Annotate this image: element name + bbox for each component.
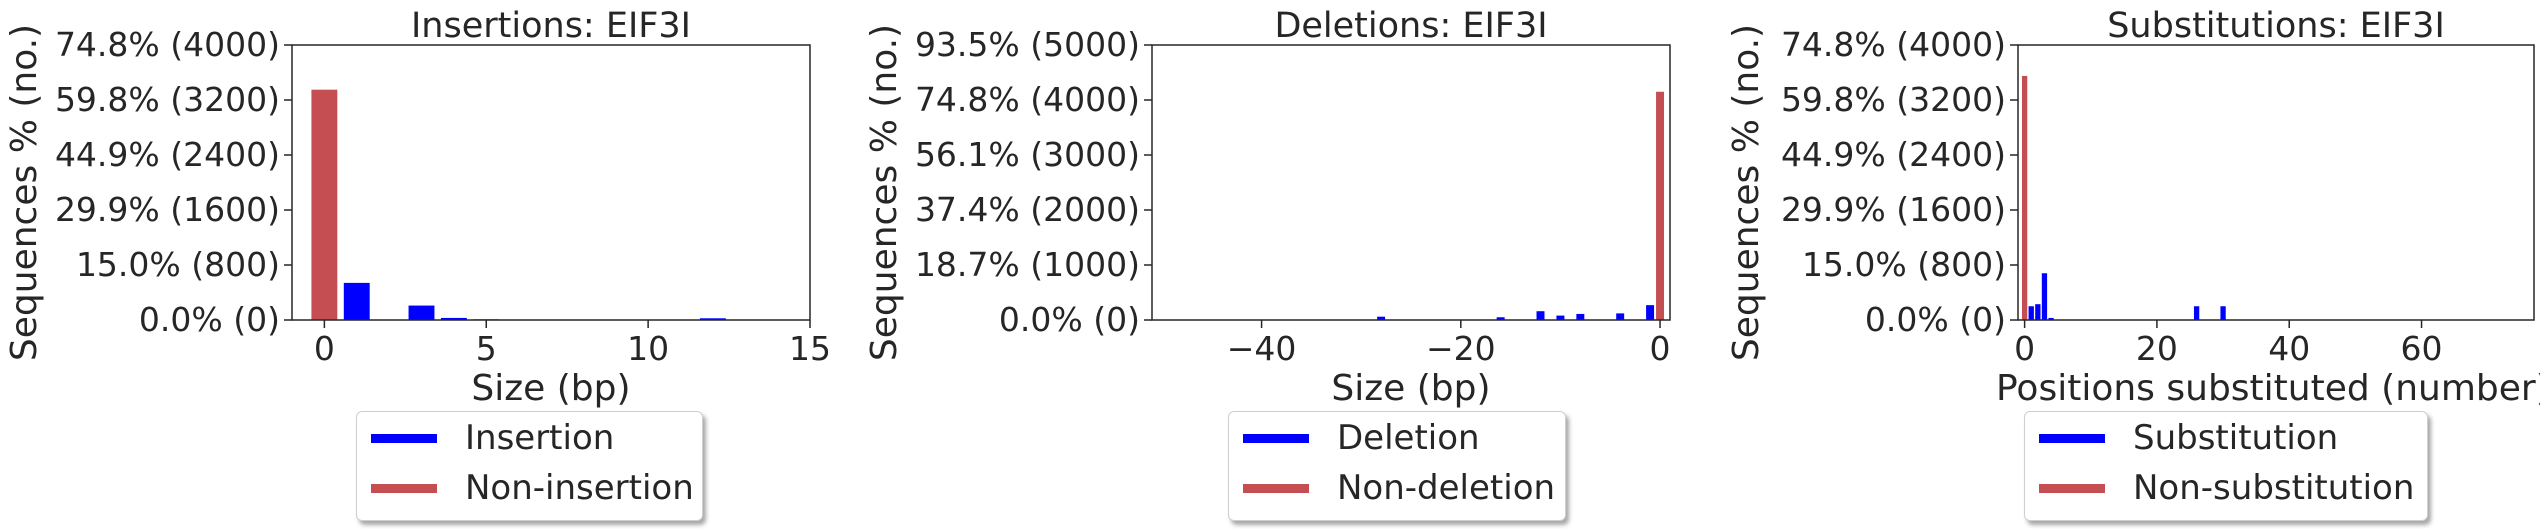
bar-non-deletion xyxy=(1656,91,1665,320)
bar-deletion xyxy=(1536,311,1545,320)
legend-swatch-deletion xyxy=(1243,433,1309,443)
legend-item-non-substitution: Non-substitution xyxy=(2039,468,2414,508)
legend-item-deletion: Deletion xyxy=(1243,418,1480,458)
y-tick-label: 0.0% (0) xyxy=(1865,300,2006,339)
bar-deletion xyxy=(1556,315,1565,320)
bar-substitution xyxy=(2193,306,2200,320)
legend-insertions: Insertion Non-insertion xyxy=(356,411,703,521)
x-tick-label: 20 xyxy=(2136,329,2178,368)
y-tick-label: 0.0% (0) xyxy=(139,300,280,339)
x-tick-label: 15 xyxy=(789,329,831,368)
y-axis-label: Sequences % (no.) xyxy=(864,24,905,361)
x-tick-label: 0 xyxy=(2014,329,2035,368)
bar-substitution xyxy=(2035,304,2041,320)
x-tick-label: 10 xyxy=(627,329,669,368)
x-axis-label: Positions substituted (number) xyxy=(1996,368,2540,409)
y-tick-label: 44.9% (2400) xyxy=(1781,135,2006,174)
y-tick-label: 37.4% (2000) xyxy=(915,190,1140,229)
bar-substitution xyxy=(2220,306,2226,320)
legend-label: Non-deletion xyxy=(1337,468,1556,508)
legend-label: Deletion xyxy=(1337,418,1480,458)
y-tick-label: 29.9% (1600) xyxy=(1781,190,2006,229)
bar-insertion xyxy=(343,282,370,320)
bar-insertion xyxy=(440,317,467,320)
bar-non-substitution xyxy=(2021,75,2028,320)
y-tick-label: 74.8% (4000) xyxy=(915,80,1140,119)
legend-swatch-non-substitution xyxy=(2039,483,2105,493)
bar-substitution xyxy=(2048,317,2054,320)
y-tick-label: 59.8% (3200) xyxy=(1781,80,2006,119)
legend-item-substitution: Substitution xyxy=(2039,418,2338,458)
bar-insertion xyxy=(699,318,726,320)
legend-substitutions: Substitution Non-substitution xyxy=(2024,411,2428,521)
y-tick-label: 74.8% (4000) xyxy=(1781,25,2006,64)
x-axis-label: Size (bp) xyxy=(1331,368,1490,409)
chart-title: Substitutions: EIF3I xyxy=(2107,6,2445,46)
y-tick-label: 56.1% (3000) xyxy=(915,135,1140,174)
legend-swatch-non-deletion xyxy=(1243,483,1309,493)
bar-deletion xyxy=(1496,317,1505,320)
bar-substitution xyxy=(2041,273,2048,320)
chart-title: Deletions: EIF3I xyxy=(1274,6,1547,46)
bar-deletion xyxy=(1616,313,1625,320)
bar-non-insertion xyxy=(311,89,338,320)
legend-swatch-substitution xyxy=(2039,433,2105,443)
y-tick-label: 93.5% (5000) xyxy=(915,25,1140,64)
bar-deletion xyxy=(1646,305,1655,320)
y-tick-label: 15.0% (800) xyxy=(76,245,280,284)
legend-deletions: Deletion Non-deletion xyxy=(1228,411,1566,521)
x-tick-label: 60 xyxy=(2401,329,2443,368)
y-tick-label: 59.8% (3200) xyxy=(55,80,280,119)
x-tick-label: −40 xyxy=(1227,329,1297,368)
legend-swatch-non-insertion xyxy=(371,483,437,493)
y-tick-label: 74.8% (4000) xyxy=(55,25,280,64)
x-tick-label: 5 xyxy=(476,329,497,368)
legend-item-non-insertion: Non-insertion xyxy=(371,468,694,508)
legend-label: Insertion xyxy=(465,418,615,458)
legend-label: Non-substitution xyxy=(2133,468,2415,508)
plot-frame xyxy=(2017,44,2535,321)
y-tick-label: 29.9% (1600) xyxy=(55,190,280,229)
bar-deletion xyxy=(1576,313,1585,320)
plot-frame xyxy=(291,44,811,321)
legend-label: Substitution xyxy=(2133,418,2339,458)
x-tick-label: 0 xyxy=(1650,329,1671,368)
bar-insertion xyxy=(408,305,435,320)
x-tick-label: 40 xyxy=(2268,329,2310,368)
y-tick-label: 44.9% (2400) xyxy=(55,135,280,174)
y-tick-label: 18.7% (1000) xyxy=(915,245,1140,284)
x-axis-label: Size (bp) xyxy=(471,368,630,409)
chart-title: Insertions: EIF3I xyxy=(411,6,691,46)
y-axis-label: Sequences % (no.) xyxy=(1726,24,1767,361)
x-tick-label: −20 xyxy=(1426,329,1496,368)
bar-deletion xyxy=(1377,316,1386,320)
y-tick-label: 0.0% (0) xyxy=(999,300,1140,339)
x-tick-label: 0 xyxy=(314,329,335,368)
y-tick-label: 15.0% (800) xyxy=(1802,245,2006,284)
legend-swatch-insertion xyxy=(371,433,437,443)
plot-frame xyxy=(1151,44,1671,321)
bar-substitution xyxy=(2028,306,2034,320)
legend-item-non-deletion: Non-deletion xyxy=(1243,468,1555,508)
legend-label: Non-insertion xyxy=(465,468,694,508)
legend-item-insertion: Insertion xyxy=(371,418,614,458)
y-axis-label: Sequences % (no.) xyxy=(4,24,45,361)
